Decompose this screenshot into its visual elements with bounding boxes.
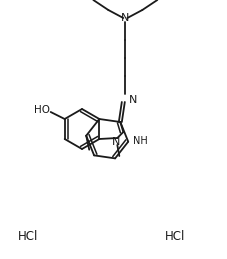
Text: NH: NH [133,136,148,146]
Text: N: N [129,95,138,105]
Text: N: N [112,137,121,147]
Text: HCl: HCl [18,231,38,243]
Text: N: N [121,13,130,23]
Text: HO: HO [34,105,50,115]
Text: HCl: HCl [165,231,185,243]
